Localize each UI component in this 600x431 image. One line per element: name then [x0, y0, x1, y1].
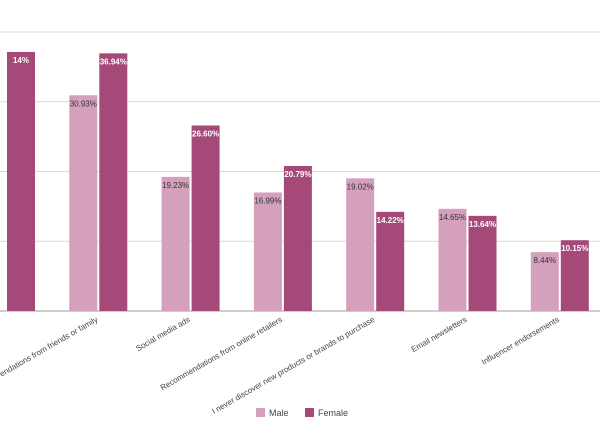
- legend-label-male: Male: [269, 408, 289, 418]
- bar-male: [530, 252, 559, 311]
- legend-swatch-male: [256, 408, 265, 417]
- bar-female: [560, 240, 589, 311]
- legend-swatch-female: [305, 408, 314, 417]
- bar-female: [99, 53, 128, 311]
- data-label: 8.44%: [533, 256, 556, 265]
- x-tick-label: Email newsletters: [410, 315, 469, 354]
- bar-male: [346, 178, 375, 311]
- data-label: 20.79%: [284, 170, 311, 179]
- data-label: 14.22%: [377, 216, 404, 225]
- bar-female: [7, 51, 35, 312]
- bar-female: [468, 215, 497, 311]
- bar-male: [69, 95, 98, 312]
- data-label: 19.02%: [347, 182, 374, 191]
- data-label: 14%: [13, 56, 29, 65]
- data-label: 10.15%: [561, 244, 588, 253]
- bar-male: [438, 208, 467, 311]
- data-label: 26.60%: [192, 129, 219, 138]
- legend-label-female: Female: [318, 408, 348, 418]
- bar-male: [161, 176, 190, 311]
- data-label: 13.64%: [469, 220, 496, 229]
- data-label: 19.23%: [162, 181, 189, 190]
- bar-female: [376, 211, 405, 311]
- data-label: 36.94%: [100, 57, 127, 66]
- bar-female: [191, 125, 220, 311]
- x-tick-label: Social media ads: [134, 315, 191, 353]
- data-label: 14.65%: [439, 213, 466, 222]
- data-label: 16.99%: [254, 196, 281, 205]
- x-tick-label: I never discover new products or brands …: [210, 315, 376, 416]
- x-tick-label: endations from friends or family: [0, 315, 99, 379]
- data-label: 30.93%: [70, 99, 97, 108]
- bar-female: [283, 165, 312, 311]
- bar-male: [253, 192, 282, 311]
- x-tick-label: Influencer endorsements: [480, 315, 561, 367]
